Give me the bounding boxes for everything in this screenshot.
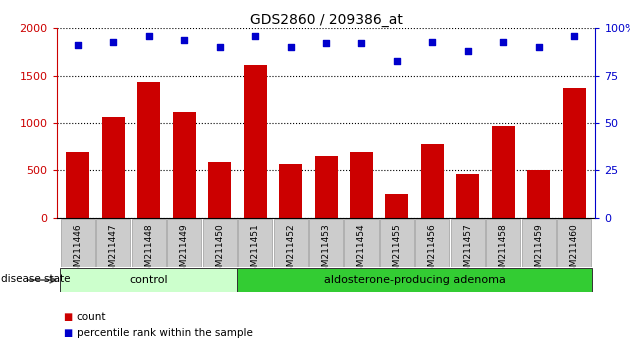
Bar — [137, 82, 161, 218]
Text: GSM211457: GSM211457 — [463, 223, 472, 278]
Bar — [244, 65, 266, 218]
Point — [357, 41, 367, 46]
Bar — [238, 268, 592, 292]
Bar — [132, 219, 166, 267]
Bar — [557, 219, 591, 267]
Bar — [273, 219, 307, 267]
Bar — [61, 219, 95, 267]
Bar — [102, 117, 125, 218]
Text: GSM211448: GSM211448 — [144, 223, 153, 278]
Point — [73, 42, 83, 48]
Text: GSM211456: GSM211456 — [428, 223, 437, 278]
Text: disease state: disease state — [1, 274, 70, 284]
Text: GSM211458: GSM211458 — [499, 223, 508, 278]
Text: GSM211446: GSM211446 — [74, 223, 83, 278]
Text: GSM211459: GSM211459 — [534, 223, 543, 278]
Bar — [415, 219, 449, 267]
Bar — [456, 174, 479, 218]
Title: GDS2860 / 209386_at: GDS2860 / 209386_at — [249, 13, 403, 27]
Point — [534, 45, 544, 50]
Bar — [60, 268, 238, 292]
Point — [427, 39, 437, 44]
Bar — [309, 219, 343, 267]
Bar — [96, 219, 130, 267]
Point — [569, 33, 579, 39]
Bar — [350, 152, 373, 218]
Bar — [238, 219, 272, 267]
Bar — [279, 164, 302, 218]
Bar — [386, 194, 408, 218]
Bar — [203, 219, 237, 267]
Text: GSM211449: GSM211449 — [180, 223, 189, 278]
Text: GSM211455: GSM211455 — [392, 223, 401, 278]
Point — [250, 33, 260, 39]
Text: GSM211447: GSM211447 — [109, 223, 118, 278]
Point — [285, 45, 295, 50]
Text: control: control — [130, 275, 168, 285]
Bar — [345, 219, 379, 267]
Point — [392, 58, 402, 63]
Text: GSM211450: GSM211450 — [215, 223, 224, 278]
Text: GSM211454: GSM211454 — [357, 223, 366, 278]
Text: GSM211453: GSM211453 — [321, 223, 331, 278]
Bar — [450, 219, 485, 267]
Bar — [314, 156, 338, 218]
Text: GSM211451: GSM211451 — [251, 223, 260, 278]
Text: ■: ■ — [63, 312, 72, 322]
Text: ■: ■ — [63, 328, 72, 338]
Bar — [527, 170, 550, 218]
Bar — [491, 126, 515, 218]
Bar — [167, 219, 202, 267]
Bar — [380, 219, 414, 267]
Point — [144, 33, 154, 39]
Text: GSM211460: GSM211460 — [570, 223, 578, 278]
Bar — [522, 219, 556, 267]
Text: percentile rank within the sample: percentile rank within the sample — [77, 328, 253, 338]
Point — [321, 41, 331, 46]
Bar — [66, 152, 89, 218]
Text: aldosterone-producing adenoma: aldosterone-producing adenoma — [324, 275, 505, 285]
Bar — [173, 112, 196, 218]
Text: count: count — [77, 312, 106, 322]
Point — [215, 45, 225, 50]
Point — [462, 48, 472, 54]
Text: GSM211452: GSM211452 — [286, 223, 295, 278]
Bar — [486, 219, 520, 267]
Bar — [563, 88, 586, 218]
Point — [108, 39, 118, 44]
Point — [498, 39, 508, 44]
Point — [179, 37, 189, 42]
Bar — [421, 144, 444, 218]
Bar — [208, 162, 231, 218]
